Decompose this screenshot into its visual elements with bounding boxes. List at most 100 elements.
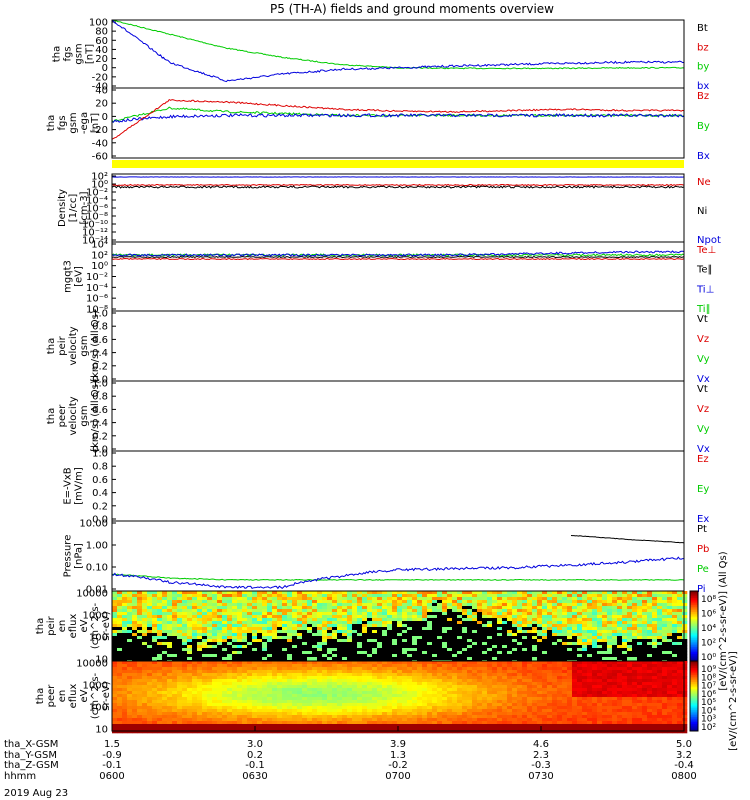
spectro-cell	[162, 691, 168, 695]
spectro-cell	[267, 627, 273, 631]
spectro-cell	[237, 645, 243, 649]
spectro-cell	[577, 633, 583, 637]
spectro-cell	[407, 651, 413, 655]
ylabel-line: [km/s] (All Qs)	[90, 310, 101, 382]
spectro-cell	[412, 682, 418, 686]
spectro-cell	[262, 642, 268, 646]
spectro-cell	[377, 639, 383, 643]
ytick-label: 100	[89, 18, 108, 29]
spectro-cell	[262, 591, 268, 595]
spectro-cell	[472, 627, 478, 631]
spectro-cell	[387, 597, 393, 601]
spectro-cell	[397, 597, 403, 601]
spectro-cell	[157, 676, 163, 680]
spectro-cell	[172, 694, 178, 698]
spectro-cell	[122, 694, 128, 698]
spectro-cell	[407, 688, 413, 692]
ytick-label: 10²	[91, 172, 108, 183]
spectro-cell	[212, 667, 218, 671]
spectro-cell	[442, 609, 448, 613]
spectro-cell	[332, 697, 338, 701]
spectro-cell	[157, 667, 163, 671]
spectro-cell	[302, 606, 308, 610]
spectro-cell	[157, 645, 163, 649]
spectro-cell	[582, 594, 588, 598]
spectro-cell	[332, 685, 338, 689]
spectro-cell	[622, 651, 628, 655]
spectro-cell	[422, 700, 428, 704]
spectro-cell	[482, 679, 488, 683]
spectro-cell	[172, 633, 178, 637]
spectro-cell	[207, 679, 213, 683]
spectro-cell	[627, 609, 633, 613]
spectro-cell	[342, 594, 348, 598]
spectro-cell	[282, 639, 288, 643]
spectro-cell	[282, 670, 288, 674]
spectro-cell	[632, 597, 638, 601]
spectro-cell	[677, 621, 683, 625]
spectro-cell	[302, 688, 308, 692]
spectro-cell	[317, 591, 323, 595]
spectro-cell	[467, 715, 473, 719]
spectro-cell	[467, 700, 473, 704]
colorbar-step	[690, 647, 698, 650]
spectro-cell	[317, 691, 323, 695]
spectro-cell	[257, 724, 263, 728]
spectro-cell	[582, 645, 588, 649]
spectro-cell	[372, 645, 378, 649]
colorbar-step	[690, 591, 698, 594]
spectro-cell	[502, 661, 508, 665]
spectro-cell	[507, 697, 513, 701]
spectro-cell	[162, 597, 168, 601]
spectro-cell	[327, 673, 333, 677]
spectro-cell	[547, 618, 553, 622]
spectro-cell	[382, 682, 388, 686]
spectro-cell	[112, 606, 118, 610]
spectro-cell	[372, 624, 378, 628]
spectro-cell	[477, 597, 483, 601]
spectro-cell	[292, 682, 298, 686]
spectro-cell	[397, 600, 403, 604]
spectro-cell	[587, 633, 593, 637]
spectro-cell	[567, 624, 573, 628]
spectro-cell	[337, 706, 343, 710]
spectro-cell	[127, 664, 133, 668]
spectro-cell	[207, 703, 213, 707]
spectro-cell	[137, 648, 143, 652]
spectro-cell	[472, 597, 478, 601]
spectro-cell	[307, 664, 313, 668]
spectro-cell	[277, 712, 283, 716]
spectro-cell	[272, 594, 278, 598]
spectro-cell	[497, 709, 503, 713]
spectro-cell	[342, 682, 348, 686]
spectro-cell	[167, 727, 173, 731]
spectro-cell	[192, 639, 198, 643]
spectro-cell	[322, 661, 328, 665]
spectro-cell	[237, 657, 243, 661]
spectro-cell	[132, 618, 138, 622]
spectro-cell	[342, 679, 348, 683]
ytick-label: 0.8	[92, 462, 108, 473]
spectro-cell	[432, 606, 438, 610]
spectro-cell	[112, 645, 118, 649]
spectro-cell	[182, 661, 188, 665]
spectro-cell	[427, 600, 433, 604]
spectro-cell	[312, 673, 318, 677]
spectro-cell	[332, 603, 338, 607]
spectro-cell	[137, 721, 143, 725]
spectro-cell	[147, 727, 153, 731]
spectro-cell	[457, 679, 463, 683]
spectro-cell	[122, 715, 128, 719]
spectro-cell	[482, 633, 488, 637]
spectro-cell	[492, 609, 498, 613]
spectro-cell	[267, 691, 273, 695]
spectro-cell	[232, 715, 238, 719]
spectro-cell	[652, 594, 658, 598]
spectro-cell	[237, 621, 243, 625]
spectro-cell	[197, 606, 203, 610]
spectro-cell	[452, 676, 458, 680]
spectro-cell	[647, 618, 653, 622]
spectro-cell	[592, 591, 598, 595]
spectro-cell	[132, 636, 138, 640]
spectro-cell	[137, 679, 143, 683]
